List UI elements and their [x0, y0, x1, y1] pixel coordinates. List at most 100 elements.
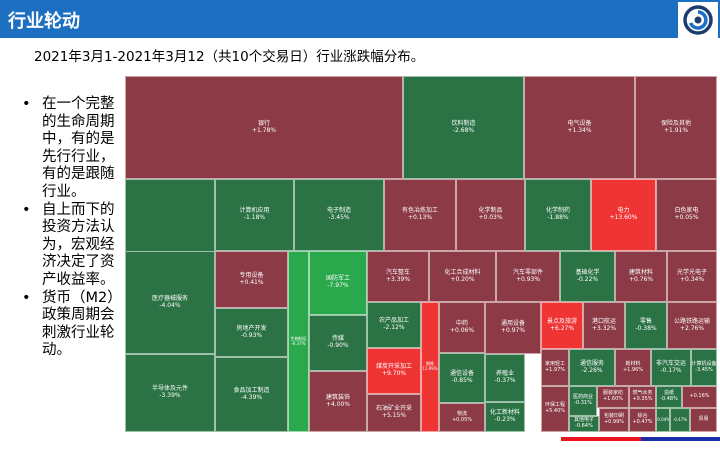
cell-name: 环保工程 [544, 402, 565, 409]
cell-name: 公路铁路运输 [673, 317, 710, 325]
cell-name: 其他电子 [573, 417, 594, 424]
treemap-cell: 燃气水务 +0.35% [629, 386, 656, 408]
cell-name: 化工新材料 [489, 409, 520, 417]
cell-name: 光学光电子 [676, 268, 707, 276]
cell-change: +0.20% [450, 275, 475, 283]
cell-name: 房地产开发 [236, 324, 267, 332]
treemap-cell: 房地产开发 -0.93% [215, 308, 288, 357]
cell-change: -7.97% [327, 282, 349, 289]
cell-name: 食品加工制造 [233, 386, 270, 394]
cell-name: 通用设备 [500, 320, 525, 328]
cell-change: +1.78% [251, 126, 277, 134]
cell-name: 计算机应用 [239, 207, 270, 215]
cell-name: 医药商业 [572, 394, 593, 401]
cell-change: +0.35% [632, 396, 653, 402]
cell-name: 燃气水务 [632, 390, 653, 397]
treemap-cell: 饮料制造 -2.68% [403, 76, 524, 179]
treemap-cell: 煤炭开采加工 +9.70% [367, 348, 421, 394]
cell-name: 汽车整车 [385, 268, 410, 276]
cell-name: 电子制造 [326, 207, 351, 215]
cell-name: 保险及其他 [660, 119, 691, 127]
treemap-cell: +0.16% [682, 386, 717, 408]
cell-change: +5.15% [381, 412, 407, 419]
cell-change: -0.64% [575, 423, 593, 429]
treemap-cell: -0.47% [670, 408, 690, 432]
bullet-icon: • [22, 96, 31, 112]
cell-name: 化学制药 [545, 207, 570, 215]
cell-change: +3.32% [591, 324, 617, 332]
treemap-cell: 化工新材料 -0.23% [485, 402, 525, 432]
treemap-cell: 公路铁路运输 +2.76% [667, 302, 717, 349]
cell-change: +4.00% [325, 400, 351, 408]
cell-change: +0.97% [500, 327, 526, 334]
treemap-cell: 保险及其他 +1.91% [635, 76, 717, 179]
cell-name: 非汽车交运 [655, 359, 686, 367]
bullet-item: • 在一个完整的生命周期中，有的是先行行业，有的是跟随行业。 [20, 96, 122, 202]
treemap-cell: 非汽车交运 -0.17% [651, 349, 691, 386]
bullet-item: • 自上而下的投资方法认为，宏观经济决定了资产收益率。 [20, 202, 122, 290]
treemap-cell: 医疗器械服务 -4.04% [125, 251, 215, 354]
cell-name: 新材料 [625, 360, 641, 367]
treemap-cell: 养殖业 -0.37% [485, 354, 525, 402]
cell-change: -0.38% [635, 324, 657, 332]
cell-change: +1.96% [622, 366, 644, 373]
cell-name: 农产品加工 [378, 317, 409, 325]
treemap-cell: 计算机应用 -1.18% [215, 179, 294, 251]
treemap-cell: 国防军工 -7.97% [309, 251, 367, 315]
cell-change: +1.91% [663, 126, 689, 134]
treemap-cell: 电力 +13.60% [591, 179, 656, 251]
treemap-cell: 计算机设备 -3.45% [691, 349, 717, 386]
treemap-cell: 新材料 +1.96% [615, 349, 651, 386]
treemap-cell: 其他电子 -0.64% [569, 416, 599, 432]
cell-change: -3.45% [328, 214, 350, 221]
logo-icon [683, 5, 713, 35]
cell-name: 计算机设备 [691, 360, 717, 367]
treemap-cell: 半导体及元件 -3.39% [125, 354, 215, 432]
treemap-cell: 食品加工制造 -4.39% [215, 357, 288, 432]
footer-accent-blue [641, 437, 720, 441]
cell-name: 化工合成材料 [444, 268, 481, 276]
treemap-cell: 景点及旅游 +6.27% [541, 302, 583, 349]
treemap-cell: 造纸 -0.48% [656, 386, 682, 408]
treemap-cell: 汽车零部件 +0.93% [496, 251, 560, 302]
cell-name: 专用设备 [239, 271, 264, 279]
cell-name: 电力 [617, 207, 630, 215]
cell-name: 石油矿业开采 [375, 405, 412, 413]
cell-change: -0.48% [660, 396, 678, 402]
cell-change: +0.16% [689, 393, 710, 400]
cell-name: 电气设备 [567, 119, 592, 127]
page-title: 行业轮动 [8, 11, 80, 32]
treemap-cell: 白色家电 +0.05% [656, 179, 717, 251]
header-bar: 行业轮动 [0, 0, 720, 38]
cell-name: 通信设备 [449, 370, 474, 378]
treemap-cell: 通信服务 -2.26% [569, 349, 615, 386]
treemap-cell: 通信设备 -0.85% [439, 353, 485, 403]
treemap-cell: 有色冶炼加工 +0.13% [384, 179, 456, 251]
bullet-icon: • [22, 201, 31, 218]
cell-name: 半导体及元件 [151, 385, 188, 393]
cell-name: 综合 [637, 413, 648, 420]
cell-name: 基础化学 [575, 268, 600, 276]
cell-name: 白色家电 [674, 207, 699, 215]
cell-name: 传媒 [331, 335, 344, 343]
cell-change: -2.68% [452, 126, 475, 134]
cell-change: +5.40% [544, 408, 566, 414]
treemap-cell: 传媒 -0.90% [309, 315, 367, 371]
cell-name: 化学制品 [478, 207, 503, 215]
treemap-cell: 服装家纺 +1.60% [597, 386, 629, 408]
cell-name: 钢铁 [426, 361, 434, 367]
cell-name: 医疗器械服务 [151, 294, 188, 302]
cell-name: 家用轻工 [544, 360, 565, 367]
treemap-cell: 光学光电子 +0.34% [667, 251, 717, 302]
treemap-cell: 物流 +0.05% [439, 403, 485, 432]
cell-change: -1.18% [243, 214, 266, 221]
cell-name: 服装家纺 [602, 390, 623, 397]
treemap-cell: 建筑材料 +0.76% [615, 251, 667, 302]
cell-change: +0.34% [679, 275, 705, 283]
bullet-icon: • [22, 289, 31, 306]
treemap-cell: 综合 +0.47% [629, 408, 656, 432]
cell-change: -2.12% [383, 324, 405, 331]
cell-change: -0.37% [494, 377, 516, 384]
footer-accent-red [561, 437, 641, 441]
treemap-cell: 专用设备 +0.41% [215, 251, 288, 308]
